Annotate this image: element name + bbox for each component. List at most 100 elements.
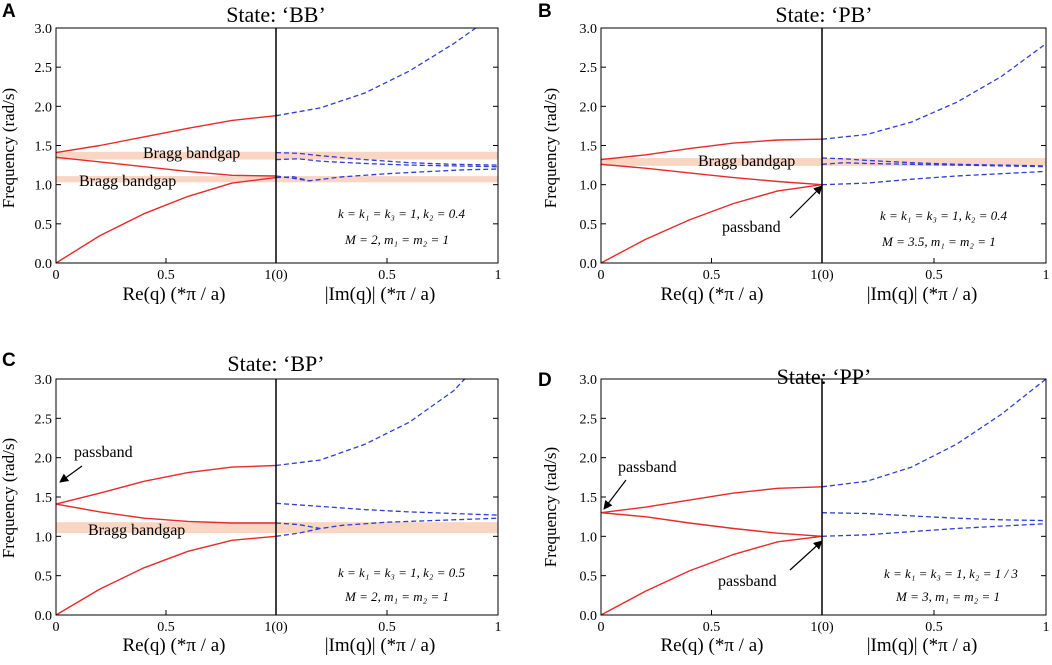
imag-branch-line [821,162,1047,168]
bandgap-region [56,151,498,160]
imag-branch-line [275,27,477,117]
y-tick-label: 1.0 [580,179,598,194]
x-tick-label: 0.5 [703,620,721,635]
y-tick-label: 1.5 [580,491,598,506]
y-tick-label: 3.0 [35,22,53,37]
chart-title: State: ‘PP’ [777,364,872,389]
real-branch-line [55,535,277,616]
band-label: Bragg bandgap [698,153,795,170]
x-axis-label-imag: |Im(q)| (*π / a) [325,635,436,656]
chart-title: State: ‘PB’ [775,2,872,27]
bandgap-region [56,176,498,183]
imag-branch-line [275,151,499,166]
y-axis-label: Frequency (rad/s) [541,88,560,208]
x-tick-label: 0.5 [157,620,175,635]
y-tick-label: 0.0 [35,609,53,624]
plot-frame [600,27,1047,264]
imag-branch-line [275,378,466,467]
panel-b: B State: ‘PB’ 0.0 0.5 1.0 1.5 2.0 2.5 3.0 0 0.5 1… [538,1,1050,305]
param-line: k = k₁ = k₃ = 1, k₂ = 0.4 [338,206,465,221]
real-branch-line [55,115,277,154]
real-branch-line [55,464,277,505]
panel-letter: A [2,1,16,22]
real-branch-line [600,512,823,537]
imag-branch-line [821,170,1047,186]
param-line: M = 3.5, m₁ = m₂ = 1 [881,234,996,249]
x-axis-label-imag: |Im(q)| (*π / a) [867,635,978,656]
x-tick-label: 0.5 [925,268,943,283]
panel-d: D State: ‘PP’ 0.0 0.5 1.0 1.5 2.0 2.5 3.0 0 0.5 1… [538,364,1050,656]
param-line: k = k₁ = k₃ = 1, k₂ = 0.5 [338,565,465,580]
plot-frame [55,27,499,264]
y-tick-label: 3.0 [35,373,53,388]
real-branch-line [600,163,823,186]
annotation-arrow [59,465,83,483]
panel-c: C State: ‘BP’ 0.0 0.5 1.0 1.5 2.0 2.5 3.0 0 0.5 1… [0,350,502,656]
imag-branch-line [821,378,1047,488]
real-branch-line [600,138,823,161]
x-tick-label: 1 [1043,268,1050,283]
annotation-arrow [789,540,823,571]
y-tick-label: 2.0 [580,452,598,467]
real-branch-line [600,184,823,264]
band-label: Bragg bandgap [88,522,185,539]
y-tick-label: 1.5 [35,140,53,155]
imag-branch-line [275,158,499,168]
y-axis-label: Frequency (rad/s) [0,88,18,208]
imag-branch-line [275,517,499,530]
x-axis-label-real: Re(q) (*π / a) [661,284,764,305]
annotation-label: passband [718,573,777,590]
y-tick-label: 2.0 [580,100,598,115]
y-tick-label: 2.0 [35,452,53,467]
x-tick-label: 0.5 [378,620,396,635]
x-axis-label-imag: |Im(q)| (*π / a) [867,284,978,305]
x-axis-label-real: Re(q) (*π / a) [661,635,764,656]
y-tick-label: 1.5 [35,491,53,506]
imag-branch-line [821,512,1047,522]
y-tick-label: 1.0 [35,530,53,545]
x-tick-label: 0.5 [157,268,175,283]
band-label: Bragg bandgap [79,173,176,190]
y-tick-label: 0.0 [580,609,598,624]
x-tick-label: 0 [598,620,605,635]
y-tick-label: 2.5 [580,412,598,427]
x-tick-label: 1 [495,620,502,635]
imag-branch-line [821,523,1047,537]
bandgap-region [56,522,498,534]
y-tick-label: 0.0 [580,257,598,272]
imag-branch-line [275,502,499,516]
x-tick-label: 0 [598,268,605,283]
param-line: k = k₁ = k₃ = 1, k₂ = 0.4 [880,208,1007,223]
annotation-label: passband [722,219,781,236]
y-tick-label: 1.0 [580,530,598,545]
y-tick-label: 2.5 [35,412,53,427]
annotation-arrow [789,185,823,219]
real-branch-line [55,176,277,264]
real-branch-line [55,503,276,524]
y-tick-label: 0.0 [35,257,53,272]
y-axis-label: Frequency (rad/s) [541,447,560,567]
panel-a: A State: ‘BB’ 0.0 0.5 1.0 1.5 2.0 2.5 3.0 0 0.5 1… [0,1,502,305]
y-tick-label: 2.0 [35,100,53,115]
panel-letter: C [2,350,16,371]
y-tick-label: 0.5 [580,570,598,585]
real-branch-line [600,535,823,616]
x-tick-label: 1 [495,268,502,283]
imag-branch-line [275,168,499,182]
y-tick-label: 0.5 [35,570,53,585]
band-label: Bragg bandgap [143,145,240,162]
imag-branch-line [275,176,310,182]
y-axis-label: Frequency (rad/s) [0,438,18,558]
x-tick-label: 0.5 [378,268,396,283]
panel-letter: B [538,1,552,22]
y-tick-label: 1.0 [35,179,53,194]
x-tick-label: 1(0) [810,268,834,283]
annotation-arrow [603,479,627,510]
chart-title: State: ‘BB’ [226,2,326,27]
x-tick-label: 0 [53,620,60,635]
x-tick-label: 0.5 [925,620,943,635]
param-line: k = k₁ = k₃ = 1, k₂ = 1 / 3 [884,566,1018,581]
param-line: M = 2, m₁ = m₂ = 1 [344,589,449,604]
bandgap-region [601,158,1046,166]
